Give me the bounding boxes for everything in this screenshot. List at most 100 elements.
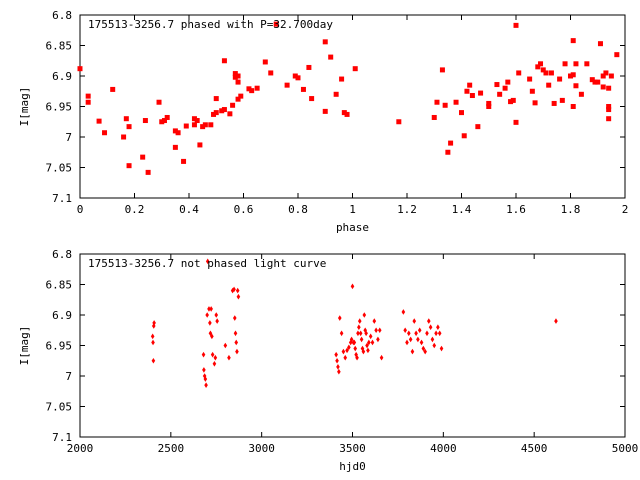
data-point: [356, 330, 360, 337]
data-point: [448, 140, 454, 146]
data-point: [126, 124, 132, 130]
data-point: [354, 351, 358, 358]
x-tick-label: 1: [349, 203, 356, 216]
data-point: [513, 119, 519, 125]
data-point: [172, 128, 178, 134]
data-point: [439, 67, 445, 73]
data-point: [203, 376, 208, 382]
data-point: [341, 348, 346, 355]
data-point: [606, 116, 612, 122]
data-point: [191, 122, 197, 128]
data-point: [208, 330, 213, 337]
data-point: [221, 58, 227, 64]
x-tick-label: 2500: [158, 442, 185, 455]
y-axis-title: I[mag]: [18, 87, 31, 127]
data-point: [430, 336, 435, 343]
data-point: [337, 368, 341, 375]
data-point: [246, 86, 252, 92]
data-point: [372, 318, 377, 324]
data-point: [233, 330, 238, 337]
data-point: [210, 333, 214, 340]
data-point: [151, 323, 156, 329]
data-point: [201, 351, 206, 358]
data-point: [232, 71, 238, 77]
data-point: [361, 348, 366, 355]
data-point: [254, 85, 260, 91]
data-point: [213, 110, 219, 116]
data-point: [110, 86, 116, 92]
data-point: [437, 330, 442, 337]
data-point: [551, 100, 557, 106]
data-point: [205, 258, 210, 265]
data-point: [227, 111, 233, 117]
data-point: [516, 70, 522, 76]
data-point: [126, 163, 132, 169]
data-point: [412, 318, 417, 324]
data-point: [595, 79, 601, 85]
data-point: [360, 345, 365, 352]
data-point: [592, 79, 598, 85]
data-point: [358, 330, 363, 337]
data-point: [568, 73, 573, 79]
data-point: [407, 330, 411, 337]
data-point: [505, 79, 511, 85]
data-point: [508, 99, 514, 105]
data-point: [439, 345, 444, 352]
data-point: [357, 324, 361, 330]
data-point: [159, 119, 165, 125]
data-point: [428, 324, 433, 330]
data-point: [268, 70, 274, 76]
data-point: [202, 367, 206, 373]
data-point: [232, 286, 236, 293]
data-point: [175, 130, 181, 136]
x-axis-title: phase: [336, 221, 369, 234]
data-point: [538, 61, 544, 67]
data-point: [96, 118, 102, 124]
data-point: [85, 99, 91, 105]
data-point: [322, 108, 328, 114]
x-tick-label: 0.6: [234, 203, 254, 216]
data-point: [333, 91, 339, 97]
data-point: [513, 22, 519, 28]
data-point: [349, 336, 354, 343]
data-point: [213, 354, 218, 361]
data-point: [197, 142, 203, 148]
data-point: [238, 93, 244, 99]
data-point: [570, 72, 576, 78]
data-point: [529, 88, 535, 94]
y-tick-label: 6.8: [52, 248, 72, 261]
data-point: [431, 114, 437, 120]
data-point: [337, 315, 342, 321]
data-point: [370, 339, 375, 346]
data-point: [532, 100, 538, 106]
data-point: [273, 21, 279, 27]
data-point: [548, 70, 554, 76]
data-point: [200, 124, 206, 130]
data-point: [434, 330, 438, 337]
data-point: [295, 75, 301, 81]
data-point: [377, 327, 382, 334]
data-point: [578, 91, 584, 97]
y-tick-label: 7: [65, 370, 72, 383]
data-point: [343, 354, 348, 361]
data-point: [353, 345, 358, 352]
data-point: [494, 82, 500, 88]
data-point: [335, 357, 339, 364]
data-point: [475, 124, 481, 130]
y-tick-label: 7.1: [52, 192, 72, 205]
data-point: [469, 93, 475, 99]
data-point: [614, 52, 620, 58]
x-tick-label: 4000: [430, 442, 457, 455]
data-point: [191, 116, 197, 122]
data-point: [150, 333, 155, 340]
data-point: [212, 361, 217, 367]
data-point: [559, 97, 565, 103]
data-point: [606, 85, 612, 91]
data-point: [235, 348, 239, 355]
data-point: [219, 108, 225, 114]
data-point: [546, 82, 552, 88]
data-point: [230, 102, 236, 108]
data-point: [497, 91, 503, 97]
data-point: [205, 312, 209, 318]
data-point: [345, 347, 349, 354]
